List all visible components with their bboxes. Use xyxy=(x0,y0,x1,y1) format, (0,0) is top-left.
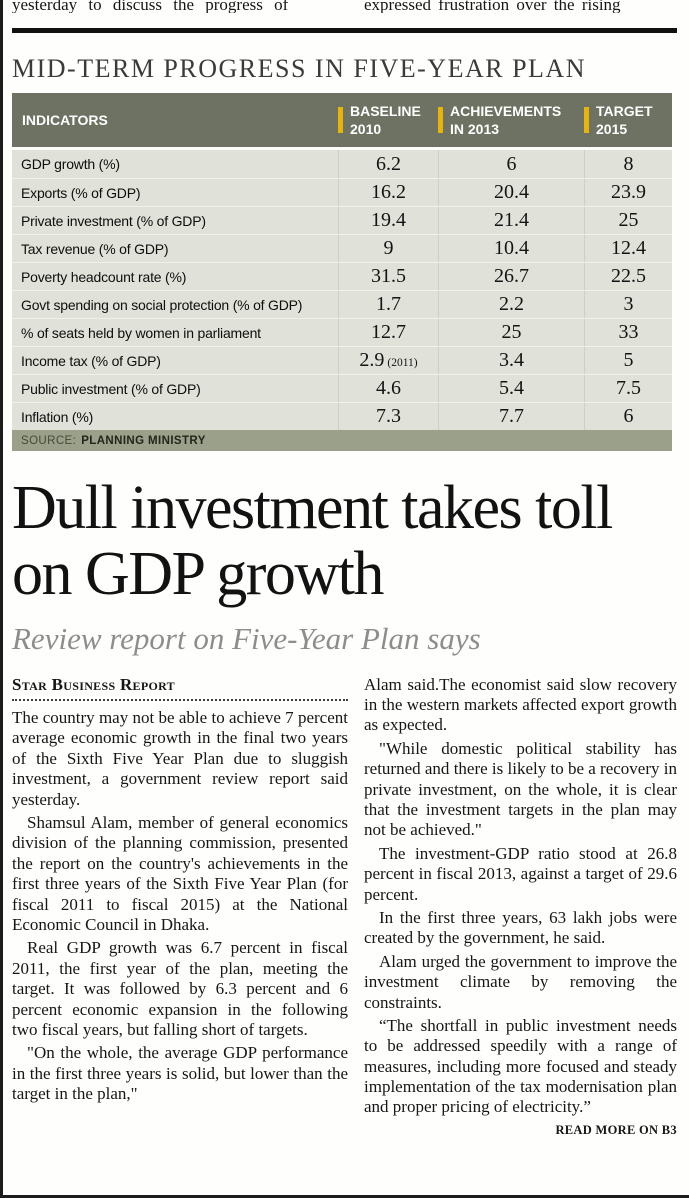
paragraph: Alam urged the government to improve the… xyxy=(364,951,677,1012)
table-row: Govt spending on social protection (% of… xyxy=(12,290,672,318)
achievement-cell: 3.4 xyxy=(438,347,584,374)
baseline-cell: 19.4 xyxy=(338,207,438,234)
paragraph: “The shortfall in public investment need… xyxy=(364,1015,677,1117)
baseline-cell: 31.5 xyxy=(338,263,438,290)
baseline-cell: 7.3 xyxy=(338,403,438,430)
achievement-cell: 25 xyxy=(438,319,584,346)
indicator-cell: Govt spending on social protection (% of… xyxy=(21,296,303,313)
baseline-cell: 16.2 xyxy=(338,179,438,206)
baseline-cell: 1.7 xyxy=(338,291,438,318)
paragraph: The investment-GDP ratio stood at 26.8 p… xyxy=(364,843,677,904)
paragraph: In the first three years, 63 lakh jobs w… xyxy=(364,907,677,948)
table-title: MID-TERM PROGRESS IN FIVE-YEAR PLAN xyxy=(12,54,586,83)
achievement-cell: 7.7 xyxy=(438,403,584,430)
target-cell: 33 xyxy=(584,319,672,346)
source-value: PLANNING MINISTRY xyxy=(81,434,206,447)
header-indicators: INDICATORS xyxy=(22,111,108,128)
table-header-row: INDICATORS BASELINE 2010 ACHIEVEMENTS IN… xyxy=(12,93,672,147)
achievement-cell: 20.4 xyxy=(438,179,584,206)
five-year-plan-table: INDICATORS BASELINE 2010 ACHIEVEMENTS IN… xyxy=(12,93,672,451)
baseline-cell: 12.7 xyxy=(338,319,438,346)
paragraph: The country may not be able to achieve 7… xyxy=(12,708,348,809)
indicator-cell: Income tax (% of GDP) xyxy=(21,352,161,369)
achievement-cell: 6 xyxy=(438,150,584,178)
top-left-fragment: yesterday to discuss the progress of xyxy=(12,0,289,13)
indicator-cell: Private investment (% of GDP) xyxy=(21,212,206,229)
baseline-note: (2011) xyxy=(387,356,418,369)
indicator-cell: Tax revenue (% of GDP) xyxy=(21,240,169,257)
target-cell: 25 xyxy=(584,207,672,234)
achievement-cell: 26.7 xyxy=(438,263,584,290)
table-row: Private investment (% of GDP) 19.4 21.4 … xyxy=(12,206,672,234)
header-target: TARGET 2015 xyxy=(584,102,672,138)
top-cutoff-strip: yesterday to discuss the progress of exp… xyxy=(12,0,677,13)
header-achievements: ACHIEVEMENTS IN 2013 xyxy=(438,102,584,138)
achievement-cell: 5.4 xyxy=(438,375,584,402)
table-row: Income tax (% of GDP) 2.9 (2011) 3.4 5 xyxy=(12,346,672,374)
article-column-right: Alam said.The economist said slow recove… xyxy=(364,675,677,1138)
top-right-fragment: expressed frustration over the rising xyxy=(364,0,621,13)
article-body: Star Business Report The country may not… xyxy=(12,675,677,1138)
indicator-cell: Public investment (% of GDP) xyxy=(21,380,201,397)
achievement-cell: 2.2 xyxy=(438,291,584,318)
achievement-cell: 10.4 xyxy=(438,235,584,262)
target-cell: 5 xyxy=(584,347,672,374)
table-row: Exports (% of GDP) 16.2 20.4 23.9 xyxy=(12,178,672,206)
achievement-cell: 21.4 xyxy=(438,207,584,234)
baseline-value: 2.9 xyxy=(359,349,385,371)
paragraph: "While domestic political stability has … xyxy=(364,738,677,840)
header-baseline: BASELINE 2010 xyxy=(338,102,438,138)
read-more-notice: READ MORE ON B3 xyxy=(555,1122,677,1137)
source-bar: SOURCE: PLANNING MINISTRY xyxy=(12,430,672,451)
section-divider-rule xyxy=(12,28,677,33)
baseline-cell: 4.6 xyxy=(338,375,438,402)
paragraph: Real GDP growth was 6.7 percent in fisca… xyxy=(12,938,348,1039)
indicator-cell: Poverty headcount rate (%) xyxy=(21,268,187,285)
byline-dotted-rule xyxy=(12,699,348,702)
target-cell: 8 xyxy=(584,150,672,178)
source-label: SOURCE: xyxy=(21,434,77,447)
target-cell: 12.4 xyxy=(584,235,672,262)
byline: Star Business Report xyxy=(12,674,175,694)
target-cell: 23.9 xyxy=(584,179,672,206)
indicator-cell: % of seats held by women in parliament xyxy=(21,324,261,341)
table-row: % of seats held by women in parliament 1… xyxy=(12,318,672,346)
table-row: Poverty headcount rate (%) 31.5 26.7 22.… xyxy=(12,262,672,290)
indicator-cell: Exports (% of GDP) xyxy=(21,184,141,201)
table-row: GDP growth (%) 6.2 6 8 xyxy=(12,150,672,178)
headline: Dull investment takes toll on GDP growth xyxy=(12,474,613,609)
baseline-cell: 6.2 xyxy=(338,150,438,178)
indicator-cell: Inflation (%) xyxy=(21,408,94,425)
table-row: Inflation (%) 7.3 7.7 6 xyxy=(12,402,672,430)
target-cell: 22.5 xyxy=(584,263,672,290)
paragraph: Shamsul Alam, member of general economic… xyxy=(12,813,348,934)
indicator-cell: GDP growth (%) xyxy=(21,156,120,172)
baseline-cell: 9 xyxy=(338,235,438,262)
table-body: GDP growth (%) 6.2 6 8 Exports (% of GDP… xyxy=(12,147,672,430)
target-cell: 6 xyxy=(584,403,672,430)
subheadline: Review report on Five-Year Plan says xyxy=(12,620,481,656)
target-cell: 3 xyxy=(584,291,672,318)
paragraph: Alam said.The economist said slow recove… xyxy=(364,674,677,735)
baseline-cell: 2.9 (2011) xyxy=(338,347,438,374)
target-cell: 7.5 xyxy=(584,375,672,402)
paragraph: "On the whole, the average GDP performan… xyxy=(12,1043,348,1104)
table-row: Public investment (% of GDP) 4.6 5.4 7.5 xyxy=(12,374,672,402)
article-column-left: Star Business Report The country may not… xyxy=(12,675,348,1138)
table-row: Tax revenue (% of GDP) 9 10.4 12.4 xyxy=(12,234,672,262)
